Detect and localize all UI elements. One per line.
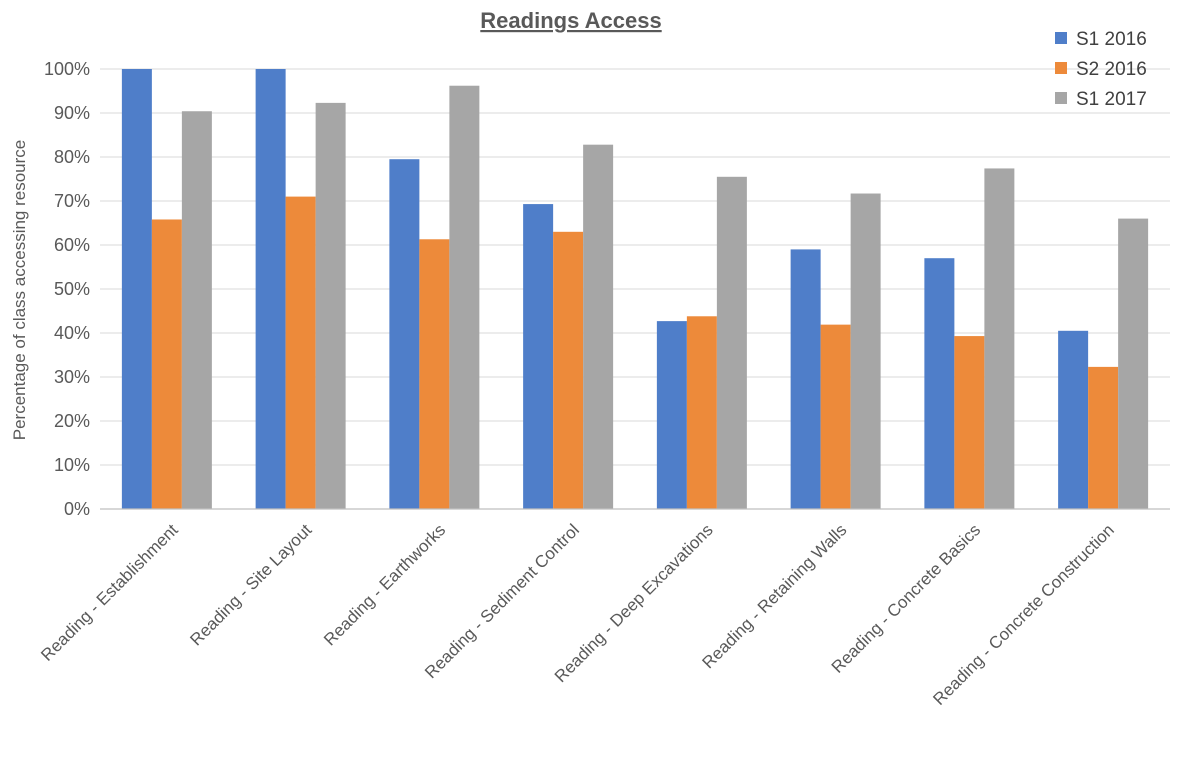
x-category-label: Reading - Retaining Walls [698,520,850,672]
bar [656,321,687,509]
bar [389,159,420,509]
y-axis-ticks: 0% 10% 20% 30% 40% 50% 60% 70% 80% 90% 100% [44,59,90,519]
bar [181,111,212,510]
y-tick-label: 90% [54,103,90,123]
bar [523,204,554,509]
bar [285,196,316,509]
legend-label: S1 2017 [1076,89,1147,110]
y-tick-label: 70% [54,191,90,211]
bar [121,69,152,509]
y-tick-label: 20% [54,411,90,431]
bar [255,69,286,509]
bar [419,239,450,509]
y-tick-label: 10% [54,455,90,475]
x-axis-category-labels: Reading - Establishment Reading - Site La… [37,520,1118,709]
x-category-label: Reading - Sediment Control [421,520,583,682]
bar [790,249,821,509]
y-tick-label: 60% [54,235,90,255]
bar [553,231,584,510]
x-category-label: Reading - Earthworks [320,520,449,649]
bar [449,85,480,509]
bar [1088,366,1119,509]
y-tick-label: 40% [54,323,90,343]
bar [820,324,851,509]
legend-swatch [1055,32,1067,44]
y-tick-label: 100% [44,59,90,79]
y-axis-label: Percentage of class accessing resource [10,140,29,441]
bar [686,316,717,509]
legend-label: S2 2016 [1076,59,1147,80]
x-category-label: Reading - Concrete Basics [828,520,984,676]
x-category-label: Reading - Establishment [37,520,182,665]
bars [121,69,1149,510]
bar [583,144,614,509]
legend: S1 2016 S2 2016 S1 2017 [1055,29,1147,110]
bar [954,336,985,509]
x-category-label: Reading - Site Layout [186,520,315,649]
bar [716,176,747,510]
legend-swatch [1055,92,1067,104]
y-tick-label: 0% [64,499,90,519]
y-tick-label: 30% [54,367,90,387]
chart-title: Readings Access [480,8,661,33]
bar [151,219,182,510]
bar [850,193,881,509]
bar [1058,330,1089,509]
bar [984,168,1015,509]
x-category-label: Reading - Deep Excavations [551,520,717,686]
legend-swatch [1055,62,1067,74]
bar [1118,218,1149,509]
bar [315,102,346,509]
legend-label: S1 2016 [1076,29,1147,50]
bar [924,258,955,509]
y-tick-label: 50% [54,279,90,299]
y-tick-label: 80% [54,147,90,167]
